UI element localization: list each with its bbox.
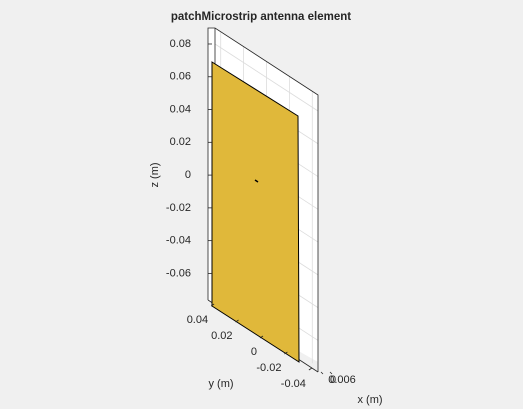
z-tick-label: -0.02 bbox=[166, 202, 191, 214]
y-tick bbox=[308, 367, 313, 371]
feed-point bbox=[254, 179, 259, 183]
x-tick-label: 0 bbox=[330, 374, 336, 386]
chart-title: patchMicrostrip antenna element bbox=[171, 11, 351, 23]
y-tick-label: -0.04 bbox=[281, 378, 306, 390]
y-axis-label: y (m) bbox=[208, 378, 233, 390]
patch bbox=[211, 61, 300, 363]
z-tick-label: 0.06 bbox=[170, 71, 191, 83]
z-axis-label: z (m) bbox=[149, 162, 161, 187]
y-tick-label: 0.04 bbox=[187, 314, 208, 326]
y-tick-label: 0 bbox=[251, 346, 257, 358]
z-tick-label: 0.02 bbox=[170, 136, 191, 148]
x-tick-label: 0.006 bbox=[328, 374, 356, 386]
z-tick-label: -0.04 bbox=[166, 235, 191, 247]
y-tick-label: 0.02 bbox=[211, 330, 232, 342]
z-tick-label: 0.08 bbox=[170, 38, 191, 50]
x-tick bbox=[320, 371, 324, 375]
y-tick bbox=[259, 335, 264, 339]
z-tick-label: -0.06 bbox=[166, 267, 191, 279]
y-tick bbox=[235, 319, 239, 323]
x-axis-label: x (m) bbox=[357, 394, 382, 406]
y-tick bbox=[284, 351, 288, 355]
z-tick-label: 0.04 bbox=[170, 103, 191, 115]
y-tick bbox=[210, 303, 215, 307]
x-tick bbox=[329, 371, 333, 375]
y-tick-label: -0.02 bbox=[256, 362, 281, 374]
z-tick-label: 0 bbox=[185, 169, 191, 181]
